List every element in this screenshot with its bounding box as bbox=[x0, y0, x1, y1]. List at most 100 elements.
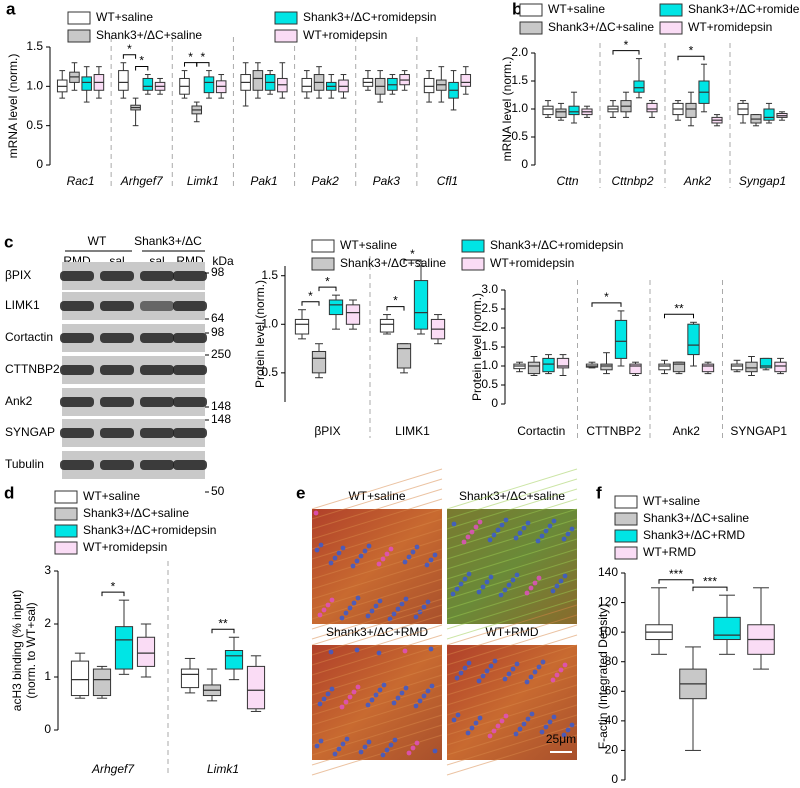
nucleus bbox=[473, 720, 479, 726]
legend-label: Shank3+/ΔC+romidepsin bbox=[303, 10, 436, 24]
y-axis-label: Protein level (norm.) bbox=[253, 280, 267, 388]
legend-swatch bbox=[614, 546, 638, 560]
nucleus bbox=[539, 533, 545, 539]
nucleus bbox=[450, 591, 456, 597]
nucleus bbox=[480, 673, 486, 679]
nucleus bbox=[514, 661, 520, 667]
nucleus bbox=[525, 520, 531, 526]
fiber bbox=[311, 734, 443, 776]
image-title: Shank3+/ΔC+RMD bbox=[326, 625, 428, 639]
fiber bbox=[311, 538, 443, 580]
fiber bbox=[446, 664, 578, 706]
nucleus bbox=[399, 601, 405, 607]
nucleus bbox=[343, 699, 349, 705]
nucleus bbox=[417, 698, 423, 704]
x-tick-label: Pak3 bbox=[373, 174, 401, 188]
fiber bbox=[311, 598, 443, 640]
x-tick-label: Limk1 bbox=[207, 762, 239, 776]
fiber bbox=[311, 548, 443, 590]
nucleus bbox=[536, 664, 542, 670]
box bbox=[745, 361, 758, 373]
nucleus bbox=[347, 694, 353, 700]
row-label: Tubulin bbox=[5, 457, 44, 471]
legend-swatch bbox=[311, 257, 335, 271]
nucleus bbox=[336, 746, 342, 752]
fiber bbox=[446, 598, 578, 640]
nucleus bbox=[469, 725, 475, 731]
nucleus bbox=[399, 690, 405, 696]
fiber bbox=[446, 498, 578, 540]
nucleus bbox=[532, 580, 538, 586]
box bbox=[252, 70, 264, 91]
fiber bbox=[311, 558, 443, 600]
nucleus bbox=[329, 686, 335, 692]
fiber bbox=[446, 724, 578, 766]
nucleus bbox=[466, 571, 472, 577]
nucleus bbox=[321, 696, 327, 702]
significance-label: * bbox=[393, 294, 398, 308]
group-label: Shank3+/ΔC bbox=[134, 234, 202, 248]
box bbox=[203, 76, 215, 94]
box bbox=[701, 363, 715, 373]
x-tick-label: CTTNBP2 bbox=[586, 424, 641, 438]
nucleus bbox=[358, 553, 364, 559]
nucleus bbox=[413, 614, 419, 620]
nucleus bbox=[413, 703, 419, 709]
y-tick-label: 1.0 bbox=[481, 358, 498, 372]
nucleus bbox=[547, 719, 553, 725]
nucleus bbox=[362, 548, 368, 554]
y-tick-label: 0 bbox=[36, 157, 43, 171]
nucleus bbox=[376, 561, 382, 567]
nucleus bbox=[451, 717, 457, 723]
nucleus bbox=[554, 583, 560, 589]
significance-bracket bbox=[677, 55, 705, 61]
legend-label: Shank3+/ΔC+RMD bbox=[643, 528, 745, 542]
box bbox=[460, 74, 472, 87]
legend-label: Shank3+/ΔC+romidepsin bbox=[490, 238, 623, 252]
nucleus bbox=[373, 603, 379, 609]
legend-label: Shank3+/ΔC+saline bbox=[548, 20, 654, 34]
significance-label: * bbox=[139, 54, 144, 68]
nucleus bbox=[562, 573, 568, 579]
fiber bbox=[446, 478, 578, 520]
significance-label: * bbox=[188, 50, 193, 64]
nucleus bbox=[354, 647, 360, 653]
box bbox=[555, 108, 567, 118]
significance-bracket bbox=[211, 628, 235, 634]
nucleus bbox=[488, 663, 494, 669]
image-title: Shank3+/ΔC+saline bbox=[459, 489, 565, 503]
x-tick-label: Arhgef7 bbox=[120, 174, 164, 188]
fiber bbox=[446, 634, 578, 676]
nucleus bbox=[539, 729, 545, 735]
y-tick-label: 40 bbox=[605, 713, 619, 727]
nucleus bbox=[373, 692, 379, 698]
fiber bbox=[311, 488, 443, 530]
scale-label: 25μm bbox=[546, 732, 576, 746]
nucleus bbox=[466, 660, 472, 666]
significance-label: * bbox=[410, 247, 415, 261]
x-tick-label: Pak2 bbox=[311, 174, 339, 188]
nucleus bbox=[366, 739, 372, 745]
legend-swatch bbox=[614, 512, 638, 526]
legend-label: Shank3+/ΔC+romidepsin bbox=[688, 2, 800, 16]
box bbox=[246, 665, 266, 710]
x-tick-label: Ank2 bbox=[683, 174, 712, 188]
nucleus bbox=[488, 574, 494, 580]
box bbox=[118, 70, 129, 91]
nucleus bbox=[340, 545, 346, 551]
nucleus bbox=[428, 646, 434, 652]
nucleus bbox=[329, 597, 335, 603]
box bbox=[730, 363, 744, 371]
y-axis-label: acH3 binding (% input) bbox=[10, 590, 24, 711]
significance-bracket bbox=[196, 62, 210, 67]
box bbox=[114, 626, 134, 670]
legend-swatch bbox=[274, 11, 298, 25]
nucleus bbox=[424, 562, 430, 568]
fiber bbox=[311, 614, 443, 656]
nucleus bbox=[402, 559, 408, 565]
nucleus bbox=[517, 530, 523, 536]
nucleus bbox=[454, 586, 460, 592]
blot-band bbox=[173, 365, 207, 375]
y-tick-label: 100 bbox=[598, 624, 618, 638]
x-tick-label: SYNGAP1 bbox=[730, 424, 787, 438]
